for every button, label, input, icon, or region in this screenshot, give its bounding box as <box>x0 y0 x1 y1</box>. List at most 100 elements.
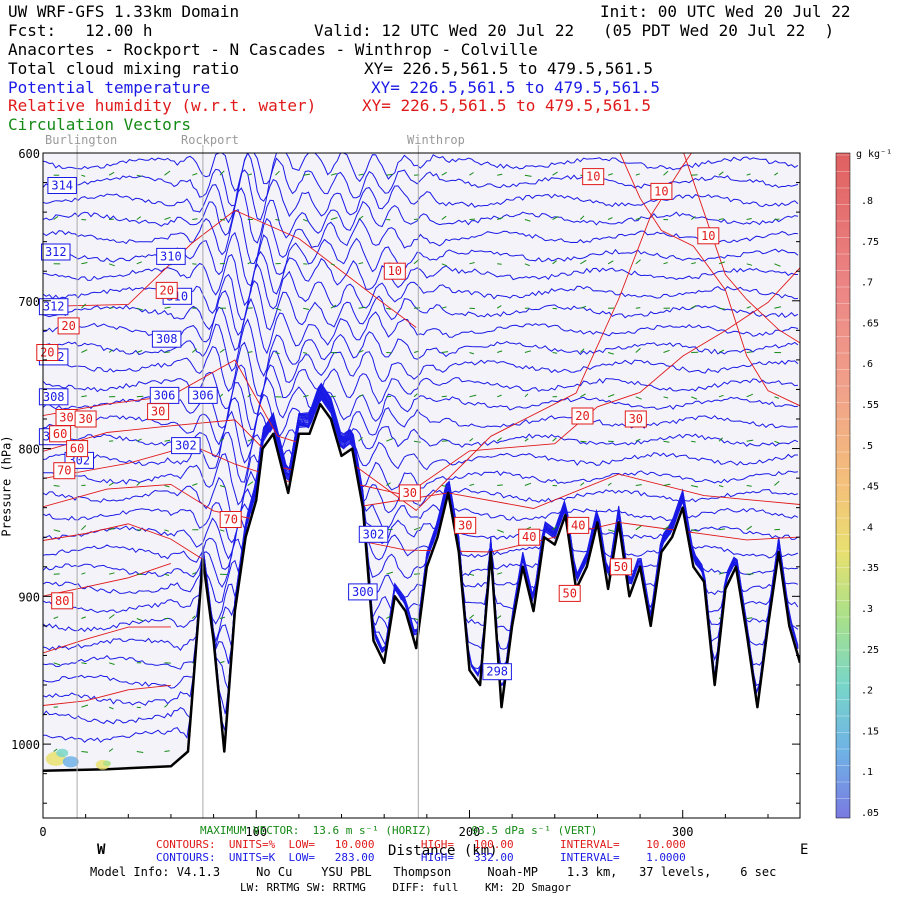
vector-arrow-241 <box>691 485 699 488</box>
vector-arrow-83 <box>219 219 226 221</box>
theta-line-14 <box>43 393 798 448</box>
rh-label-1: 10 <box>650 182 673 200</box>
rh-label-8: 30 <box>147 403 170 421</box>
vector-arrow-180 <box>524 219 531 222</box>
vector-arrow-98 <box>247 351 253 353</box>
vector-arrow-71 <box>192 218 198 220</box>
vector-arrow-204 <box>580 482 585 486</box>
theta-label-text: 300 <box>352 585 374 599</box>
vector-arrow-248 <box>718 394 724 398</box>
vector-arrow-82 <box>219 170 225 176</box>
vector-arrow-155 <box>441 440 448 442</box>
vector-arrow-77 <box>192 483 198 486</box>
vector-arrow-150 <box>441 215 447 220</box>
theta-label-text: 310 <box>160 249 182 263</box>
vector-arrow-201 <box>580 348 585 353</box>
rh-label-4: 20 <box>155 281 178 299</box>
vector-arrow-134 <box>386 482 391 486</box>
forecast-hour: Fcst: 12.00 h <box>8 21 153 40</box>
colorbar-label-4: .6 <box>861 359 873 370</box>
vector-arrow-233 <box>663 525 670 531</box>
colorbar <box>835 152 851 819</box>
y-axis-label: Pressure (hPa) <box>0 435 14 537</box>
vector-arrow-101 <box>247 481 254 486</box>
vector-arrow-146 <box>413 527 421 531</box>
vector-arrow-64 <box>164 529 169 532</box>
vector-arrow-175 <box>497 484 503 486</box>
vector-arrow-126 <box>358 437 363 442</box>
theta-line-16 <box>43 396 798 483</box>
cloud-blob-4 <box>103 760 111 767</box>
theta-line-15 <box>43 397 799 464</box>
field-rh-name: Relative humidity (w.r.t. water) <box>8 96 317 115</box>
field-cloud-name: Total cloud mixing ratio <box>8 59 240 78</box>
x-axis-ticks: 0 100 200 300 <box>39 810 769 839</box>
vector-arrow-157 <box>469 172 474 176</box>
vector-arrow-213 <box>607 482 612 486</box>
vector-arrow-40 <box>108 706 114 710</box>
vector-arrow-35 <box>108 482 114 486</box>
vector-arrow-250 <box>718 485 724 488</box>
vector-arrow-210 <box>607 352 614 355</box>
colorbar-label-8: .4 <box>861 522 873 533</box>
vector-arrow-177 <box>497 572 503 575</box>
rh-line-8 <box>43 684 171 706</box>
theta-label-text: 306 <box>192 388 214 402</box>
vector-arrow-186 <box>524 482 532 486</box>
theta-label-box <box>38 298 69 316</box>
vector-arrow-172 <box>497 350 503 353</box>
vector-arrow-36 <box>108 527 115 531</box>
vector-arrow-55 <box>136 751 144 753</box>
rh-line-4 <box>43 483 800 553</box>
rh-label-6: 20 <box>36 344 59 361</box>
vector-arrow-218 <box>635 259 641 265</box>
contours-theta-info: CONTOURS: UNITS=K LOW= 283.00 HIGH= 332.… <box>156 851 686 864</box>
theta-label-box <box>171 437 201 455</box>
rh-label-text: 30 <box>629 412 643 426</box>
vector-arrow-93 <box>219 661 225 664</box>
rh-label-box <box>650 182 673 200</box>
rh-label-box <box>51 592 74 610</box>
vector-arrow-249 <box>718 437 724 442</box>
vector-arrow-92 <box>219 616 226 619</box>
vector-arrow-32 <box>108 349 113 353</box>
rh-label-2: 10 <box>697 227 720 245</box>
vector-arrow-106 <box>275 352 280 355</box>
vector-arrow-105 <box>275 307 282 311</box>
vector-arrow-256 <box>746 263 753 266</box>
vector-arrow-216 <box>635 173 640 176</box>
vector-arrow-27 <box>81 751 89 753</box>
vector-arrow-122 <box>358 262 364 265</box>
vector-arrow-111 <box>303 307 310 310</box>
init-time: Init: 00 UTC Wed 20 Jul 22 <box>600 2 851 21</box>
vector-arrow-188 <box>552 171 558 176</box>
vector-arrow-49 <box>136 481 141 486</box>
y-tick-label-3: 900 <box>18 590 40 604</box>
vector-arrow-159 <box>469 262 475 265</box>
rh-label-19: 60 <box>66 440 89 458</box>
field-vectors-name: Circulation Vectors <box>8 115 192 134</box>
vector-arrow-164 <box>469 483 475 486</box>
rh-label-box <box>383 262 406 280</box>
rh-line-7 <box>43 626 171 654</box>
rh-label-box <box>74 410 97 428</box>
vector-arrow-44 <box>136 261 142 265</box>
relative-humidity-contours <box>43 153 800 706</box>
vector-arrow-60 <box>164 351 171 353</box>
theta-line-4 <box>43 208 798 265</box>
x-tick-label-2: 200 <box>459 825 481 839</box>
vector-arrow-114 <box>330 173 337 176</box>
vector-arrow-229 <box>663 349 670 353</box>
theta-line-8 <box>43 279 799 337</box>
vector-arrow-113 <box>303 395 309 398</box>
vector-arrow-169 <box>497 217 504 220</box>
colorbar-label-15: .05 <box>861 808 879 819</box>
vector-arrow-203 <box>580 440 587 443</box>
theta-line-10 <box>43 318 799 378</box>
vector-arrow-94 <box>247 173 253 176</box>
y-tick-label-1: 700 <box>18 295 40 309</box>
max-vector-info: MAXIMUM VECTOR: 13.6 m s⁻¹ (HORIZ) 93.5 … <box>200 824 598 837</box>
vector-arrow-255 <box>746 218 752 220</box>
theta-label-6: 308 <box>151 330 182 348</box>
rh-label-7: 20 <box>571 407 594 425</box>
